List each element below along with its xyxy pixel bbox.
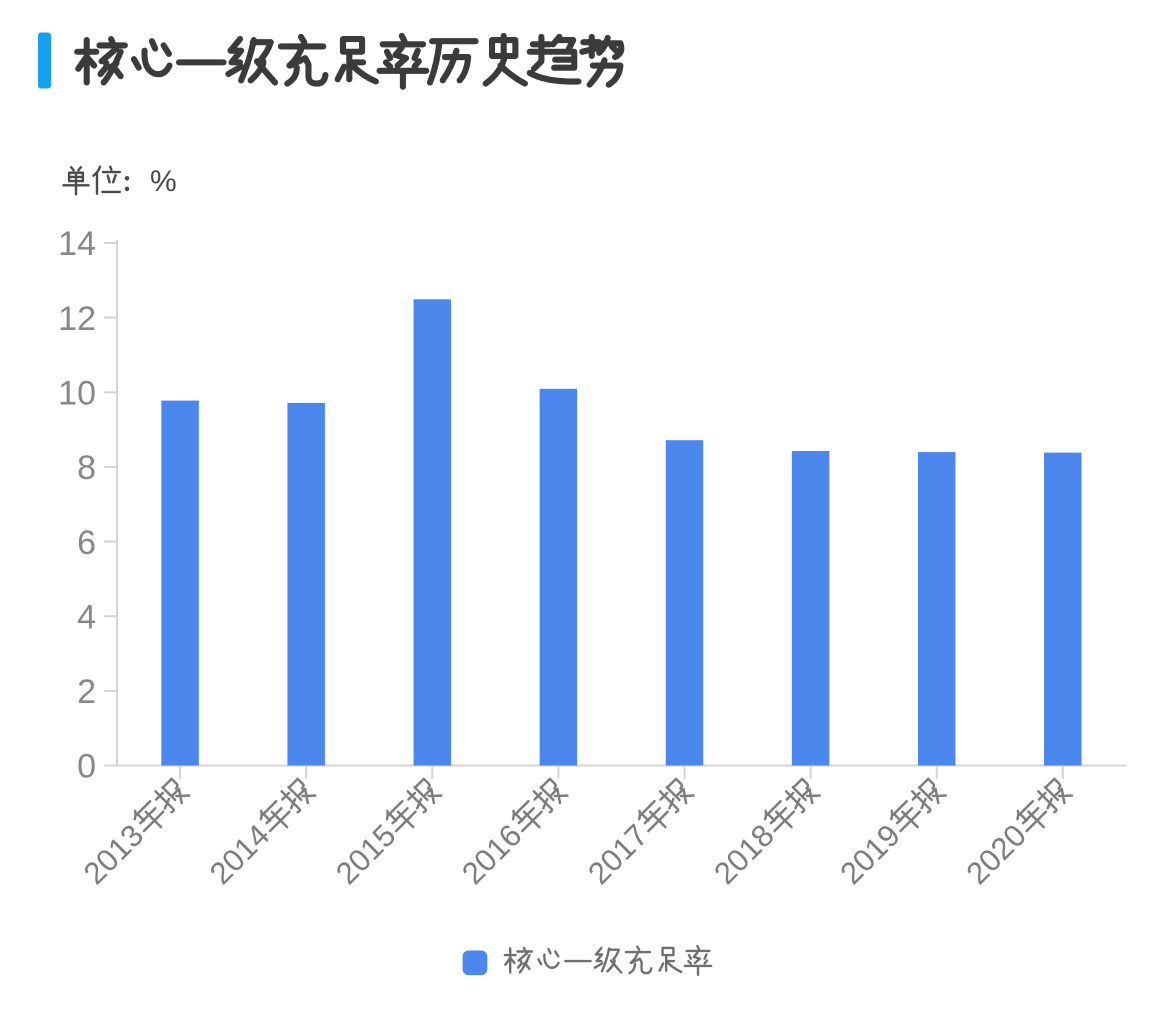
svg-text:8: 8	[77, 449, 96, 487]
svg-text:10: 10	[58, 375, 96, 413]
svg-text:2: 2	[77, 673, 96, 711]
svg-text:12: 12	[58, 300, 96, 338]
svg-text:4: 4	[77, 598, 96, 636]
svg-text:14: 14	[58, 225, 96, 263]
svg-text:0: 0	[77, 748, 96, 786]
svg-text:%: %	[150, 165, 177, 198]
svg-text:6: 6	[77, 524, 96, 562]
